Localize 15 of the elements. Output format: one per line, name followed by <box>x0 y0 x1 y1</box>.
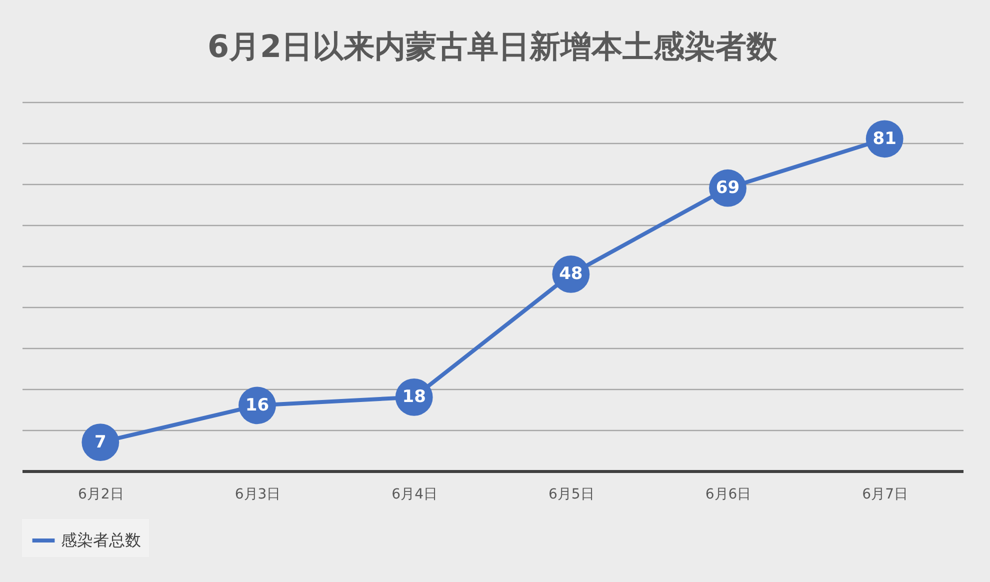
data-label: 81 <box>872 128 896 149</box>
data-label: 69 <box>716 178 740 198</box>
legend-label: 感染者总数 <box>61 530 141 550</box>
x-tick-label: 6月6日 <box>705 486 752 502</box>
x-tick-label: 6月4日 <box>392 486 438 502</box>
x-tick-label: 6月7日 <box>862 486 908 502</box>
x-tick-label: 6月3日 <box>234 486 281 502</box>
data-label: 48 <box>559 264 583 284</box>
point <box>82 424 120 461</box>
data-label: 18 <box>402 387 426 408</box>
x-tick-label: 6月2日 <box>78 486 124 502</box>
data-label: 7 <box>94 432 106 452</box>
data-label: 16 <box>245 395 270 416</box>
x-tick-label: 6月5日 <box>548 486 594 502</box>
chart-title: 6月2日以来内蒙古单日新增本土感染者数 <box>207 29 779 65</box>
